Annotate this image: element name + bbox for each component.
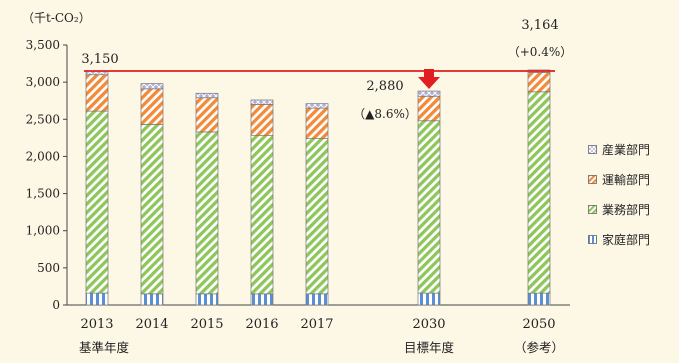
- legend-item: 運輸部門: [588, 164, 650, 194]
- y-tick-label: 0: [52, 298, 60, 312]
- y-tick-label: 1,500: [26, 187, 60, 201]
- bar-segment: [195, 131, 219, 295]
- legend-label: 家庭部門: [602, 232, 651, 247]
- bar-segment: [140, 124, 164, 295]
- bar-segment: [527, 72, 551, 93]
- bar-segment: [417, 120, 441, 294]
- legend-swatch: [588, 144, 597, 154]
- x-sub-label: 基準年度: [79, 340, 130, 355]
- y-tick-label: 3,500: [26, 38, 60, 52]
- legend-swatch: [588, 204, 597, 214]
- annotations-group: 3,150 2,880 （▲8.6%） 3,164 （+0.4%）: [81, 18, 572, 121]
- bar-segment: [140, 83, 164, 90]
- legend: 産業部門運輸部門業務部門家庭部門: [588, 134, 650, 254]
- x-sub-label: （参考）: [514, 340, 564, 355]
- ref-change-label: （+0.4%）: [508, 45, 573, 59]
- unit-label: （千t-CO₂）: [22, 11, 91, 25]
- legend-swatch: [588, 174, 597, 184]
- bar-segment: [417, 95, 441, 122]
- y-tick-label: 500: [37, 261, 60, 275]
- x-axis-labels: 2013 基準年度 2014 2015 2016 2017 2030 目標年度 2050 （参考）: [79, 317, 564, 355]
- x-tick-label: 2016: [245, 317, 278, 332]
- y-axis: 0 500 1,000 1,500 2,000 2,500 3,000 3,500: [26, 38, 570, 312]
- bar-segment: [305, 138, 329, 295]
- x-tick-label: 2013: [80, 317, 113, 332]
- bar-segment: [527, 91, 551, 294]
- bar-segment: [250, 104, 274, 136]
- x-tick-label: 2015: [190, 317, 223, 332]
- bar-segment: [85, 110, 109, 294]
- legend-label: 業務部門: [602, 202, 651, 217]
- bar-segment: [527, 292, 551, 306]
- y-tick-label: 2,500: [26, 112, 60, 126]
- y-tick-label: 3,000: [26, 75, 60, 89]
- bar-segment: [417, 292, 441, 306]
- x-tick-label: 2050: [522, 317, 555, 332]
- bar-segment: [305, 107, 329, 139]
- legend-label: 運輸部門: [602, 172, 651, 187]
- legend-item: 家庭部門: [588, 224, 650, 254]
- bar-segment: [85, 74, 109, 112]
- x-sub-label: 目標年度: [404, 340, 455, 355]
- target-value-label: 2,880: [366, 79, 403, 94]
- reduction-arrow-icon: [418, 69, 440, 89]
- bar-segment: [195, 97, 219, 133]
- y-tick-label: 1,000: [26, 224, 60, 238]
- bar-segment: [195, 92, 219, 99]
- target-change-label: （▲8.6%）: [353, 107, 417, 121]
- bar-segment: [417, 90, 441, 97]
- bar-segment: [250, 293, 274, 306]
- bar-segment: [140, 293, 164, 306]
- ref-value-label: 3,164: [521, 18, 558, 33]
- legend-item: 産業部門: [588, 134, 650, 164]
- legend-item: 業務部門: [588, 194, 650, 224]
- bar-segment: [140, 88, 164, 125]
- bar-segment: [305, 293, 329, 306]
- legend-swatch: [588, 234, 597, 244]
- y-tick-label: 2,000: [26, 149, 60, 163]
- x-tick-label: 2030: [412, 317, 445, 332]
- x-tick-label: 2017: [300, 317, 333, 332]
- bar-segment: [305, 103, 329, 109]
- bar-segment: [250, 135, 274, 295]
- bars-group: [84, 69, 555, 306]
- bar-segment: [195, 293, 219, 306]
- bar-segment: [250, 99, 274, 105]
- legend-label: 産業部門: [602, 142, 651, 157]
- base-value-label: 3,150: [81, 52, 118, 67]
- bar-segment: [85, 292, 109, 306]
- x-tick-label: 2014: [135, 317, 168, 332]
